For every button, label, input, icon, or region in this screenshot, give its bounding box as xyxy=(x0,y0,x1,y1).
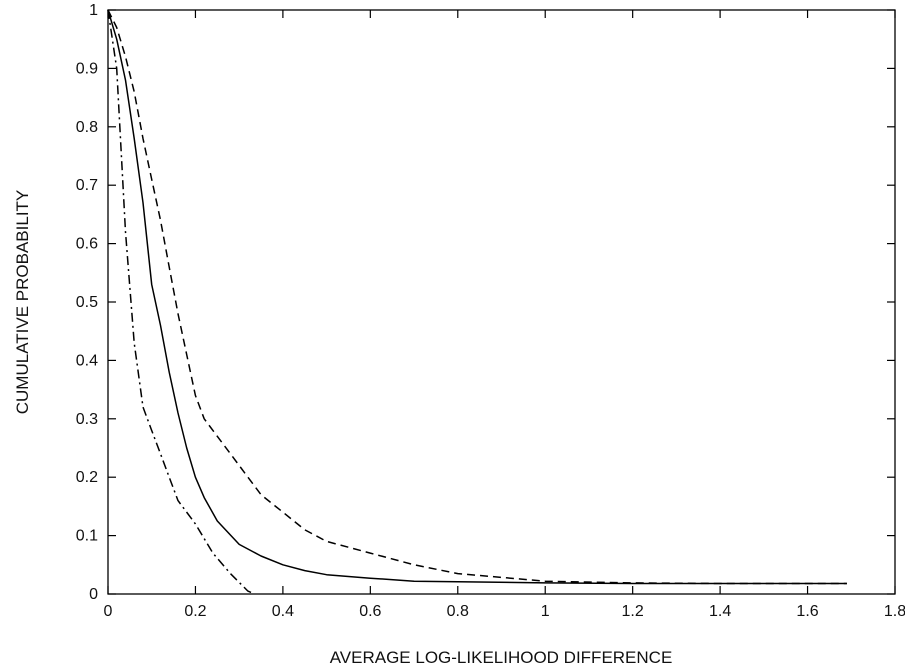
series-line-dash-dot xyxy=(107,9,255,595)
y-tick-label: 0.8 xyxy=(76,119,98,136)
y-tick-label: 0.9 xyxy=(76,60,98,77)
x-tick-label: 0.4 xyxy=(272,603,294,620)
x-ticks: 0 0.2 0.4 0.6 0.8 1 1.2 1.4 1.6 1.8 xyxy=(104,10,905,620)
x-tick-label: 1.6 xyxy=(796,603,818,620)
y-tick-label: 0.2 xyxy=(76,469,98,486)
y-tick-label: 0.5 xyxy=(76,294,98,311)
x-axis-label: AVERAGE LOG-LIKELIHOOD DIFFERENCE xyxy=(330,648,673,667)
x-tick-label: 0 xyxy=(104,603,113,620)
series-line-solid xyxy=(107,9,847,585)
x-tick-label: 1.8 xyxy=(884,603,905,620)
x-tick-label: 0.2 xyxy=(184,603,206,620)
x-tick-label: 0.6 xyxy=(359,603,381,620)
plot-frame xyxy=(107,9,896,595)
y-tick-label: 1 xyxy=(89,2,98,19)
y-axis-label: CUMULATIVE PROBABILITY xyxy=(13,190,32,415)
x-tick-label: 1 xyxy=(541,603,550,620)
x-tick-label: 1.4 xyxy=(709,603,731,620)
y-tick-label: 0.7 xyxy=(76,177,98,194)
y-tick-label: 0.3 xyxy=(76,411,98,428)
x-tick-label: 0.8 xyxy=(447,603,469,620)
y-tick-label: 0 xyxy=(89,586,98,603)
y-ticks: 0 0.1 0.2 0.3 0.4 0.5 0.6 0.7 0.8 0.9 1 xyxy=(76,2,895,603)
series-line-dashed xyxy=(107,9,847,585)
x-tick-label: 1.2 xyxy=(622,603,644,620)
series-layer xyxy=(107,9,847,595)
y-tick-label: 0.6 xyxy=(76,236,98,253)
y-tick-label: 0.4 xyxy=(76,352,98,369)
y-tick-label: 0.1 xyxy=(76,528,98,545)
